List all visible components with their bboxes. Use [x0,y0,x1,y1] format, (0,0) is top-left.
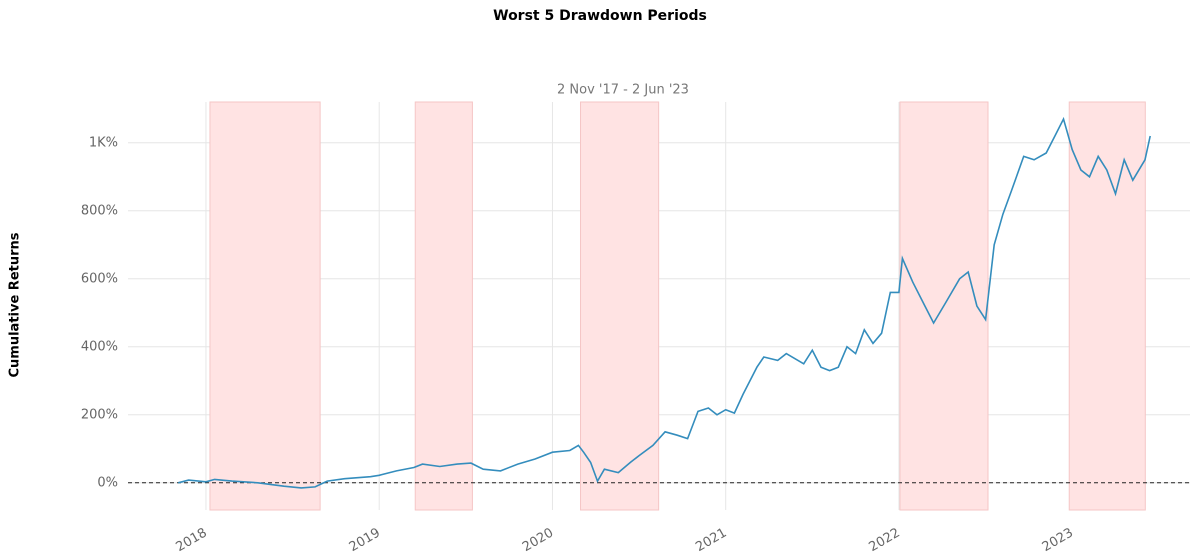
x-tick-label: 2019 [347,526,383,556]
y-tick-label: 800% [81,203,118,218]
x-tick-label: 2022 [867,526,903,556]
drawdown-band [580,101,660,511]
y-tick-label: 200% [81,407,118,422]
drawdown-band [209,101,321,511]
drawdown-band [414,101,473,511]
drawdown-band [1068,101,1146,511]
y-axis-label: Cumulative Returns [8,232,23,377]
x-tick-label: 2023 [1040,526,1076,556]
y-tick-label: 1K% [89,135,118,150]
y-tick-label: 600% [81,271,118,286]
y-tick-label: 400% [81,339,118,354]
chart-subtitle: 2 Nov '17 - 2 Jun '23 [557,83,689,98]
x-tick-label: 2021 [693,526,729,556]
chart-title: Worst 5 Drawdown Periods [493,8,707,24]
x-tick-label: 2018 [174,526,210,556]
y-tick-label: 0% [97,475,118,490]
line [177,116,1151,489]
x-tick-label: 2020 [520,526,556,556]
